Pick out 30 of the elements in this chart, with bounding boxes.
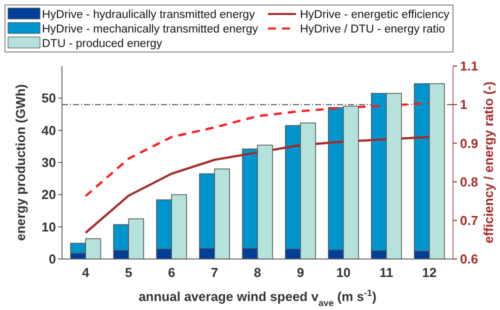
x-tick-label: 4 — [82, 265, 90, 280]
y2-tick-label: 1 — [460, 97, 468, 112]
line-series — [84, 102, 430, 198]
x-tick-label: 6 — [168, 265, 176, 280]
y-tick-label: 10 — [42, 219, 56, 234]
x-tick-label: 10 — [336, 265, 351, 280]
y2-tick-label: 0.9 — [460, 136, 478, 151]
y2-tick-label: 1.1 — [460, 58, 478, 74]
y-tick-label: 40 — [42, 122, 56, 138]
y-tick-label: 20 — [42, 187, 56, 202]
y2-tick-label: 0.6 — [460, 252, 478, 267]
legend-label: DTU - produced energy — [42, 38, 162, 50]
legend-label: HyDrive - mechanically transmitted energy — [42, 24, 258, 36]
legend-label: HyDrive / DTU - energy ratio — [300, 24, 446, 36]
y-axis-title: energy production (GWh) — [13, 84, 28, 241]
legend-label: HyDrive - hydraulically transmitted energy — [42, 9, 256, 22]
y-tick-label: 0 — [48, 252, 56, 267]
x-axis-title: annual average wind speed v$_{ave}$ (m s$^{-1}$) — [138, 288, 376, 308]
legend-label: HyDrive - energetic efficiency — [300, 9, 450, 22]
y2-tick-label: 0.8 — [460, 174, 478, 190]
x-tick-label: 12 — [422, 265, 437, 280]
x-tick-label: 7 — [210, 265, 218, 280]
x-tick-label: 5 — [124, 265, 132, 280]
x-tick-label: 8 — [254, 265, 262, 280]
y2-axis-title: efficiency / energy ratio (-) — [481, 82, 496, 244]
y-tick-label: 50 — [42, 90, 56, 106]
y2-tick-label: 0.7 — [460, 212, 478, 228]
y-tick-label: 30 — [42, 155, 56, 170]
x-tick-label: 11 — [380, 265, 394, 280]
x-tick-label: 9 — [296, 265, 304, 280]
